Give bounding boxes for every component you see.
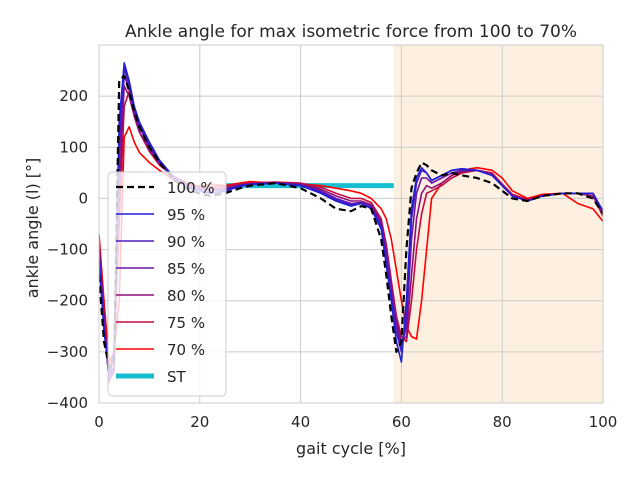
series-line-80: [99, 85, 603, 384]
legend-label: ST: [167, 368, 187, 386]
y-tick-label: −100: [47, 241, 88, 259]
series-line-100: [99, 74, 603, 369]
legend: 100 % 95 % 90 % 85 % 80 % 75 % 70 % ST: [107, 171, 227, 397]
plot-frame: [98, 44, 604, 404]
y-tick-label: −400: [47, 394, 88, 412]
y-axis-label: ankle angle (l) [°]: [23, 158, 42, 299]
legend-label: 80 %: [167, 287, 205, 305]
y-tick-label: 200: [59, 87, 88, 105]
y-tick-label: −200: [47, 292, 88, 310]
x-tick-label: 20: [190, 413, 209, 431]
legend-label: 100 %: [167, 179, 215, 197]
x-tick-label: 60: [392, 413, 411, 431]
x-tick-label: 0: [94, 413, 104, 431]
series-group: [99, 62, 603, 384]
y-tick-label: 100: [59, 138, 88, 156]
x-tick-label: 80: [493, 413, 512, 431]
y-tick-label: −300: [47, 343, 88, 361]
legend-label: 85 %: [167, 260, 205, 278]
legend-items: 100 % 95 % 90 % 85 % 80 % 75 % 70 % ST: [116, 179, 215, 386]
series-line-70: [99, 126, 603, 363]
x-tick-label: 100: [589, 413, 618, 431]
chart-title: Ankle angle for max isometric force from…: [125, 22, 577, 42]
legend-label: 75 %: [167, 314, 205, 332]
legend-label: 90 %: [167, 233, 205, 251]
tick-labels: 0 20 40 60 80 100 200 100 0 −100 −200 −300 −400: [47, 87, 618, 431]
legend-box: [107, 171, 227, 397]
legend-label: 95 %: [167, 206, 205, 224]
shaded-region-group: [393, 45, 603, 403]
shaded-region: [393, 45, 603, 403]
x-axis-label: gait cycle [%]: [296, 439, 406, 458]
y-tick-label: 0: [78, 189, 88, 207]
x-tick-label: 40: [291, 413, 310, 431]
legend-label: 70 %: [167, 341, 205, 359]
